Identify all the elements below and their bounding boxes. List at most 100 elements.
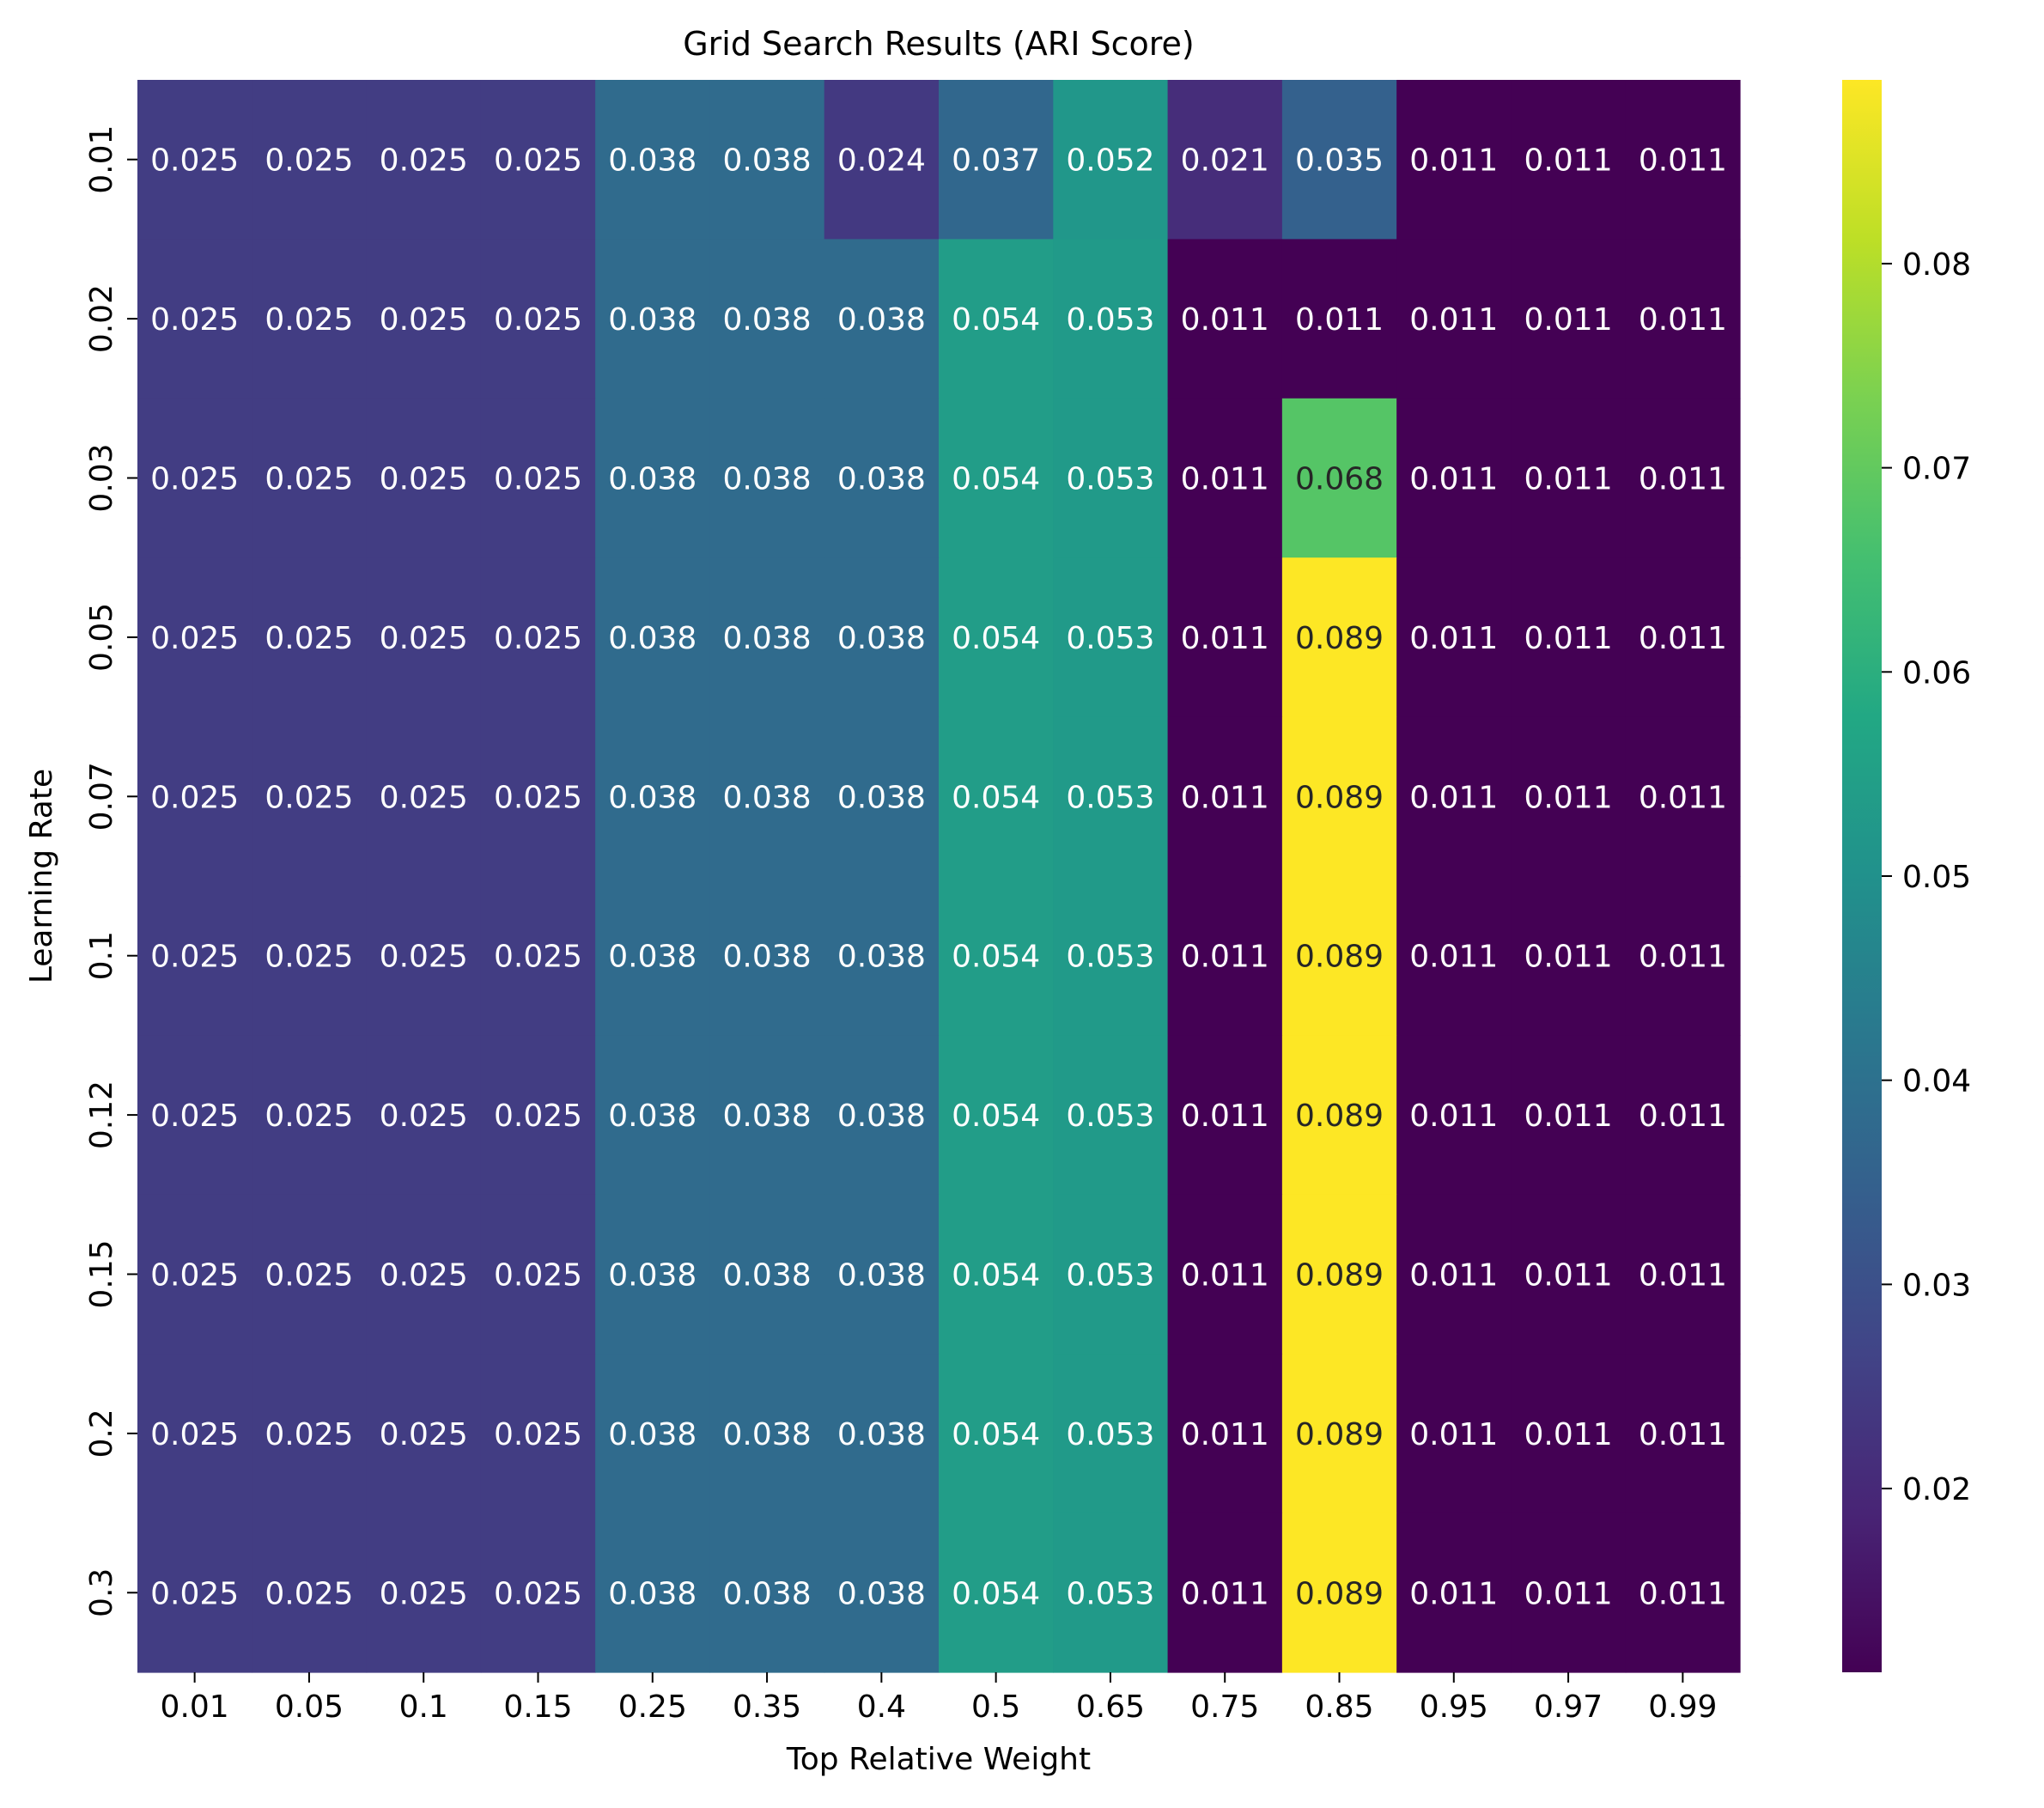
heatmap-cell bbox=[1396, 80, 1512, 240]
x-axis: 0.01 0.05 0.1 0.15 0.25 0.35 0.4 0.5 0.65 0.75 0.8… bbox=[161, 1672, 1717, 1725]
cell-value-label: 0.025 bbox=[380, 1099, 468, 1134]
cell-value-label: 0.054 bbox=[952, 1417, 1040, 1452]
cell-value-label: 0.038 bbox=[723, 1576, 812, 1611]
cell-value-label: 0.011 bbox=[1639, 621, 1727, 656]
cell-value-label: 0.025 bbox=[150, 462, 239, 497]
heatmap-cell bbox=[1281, 1513, 1397, 1673]
heatmap-cell bbox=[709, 1513, 825, 1673]
cell-value-label: 0.011 bbox=[1409, 1417, 1498, 1452]
cell-value-label: 0.011 bbox=[1524, 940, 1613, 975]
cell-value-label: 0.011 bbox=[1409, 462, 1498, 497]
colorbar bbox=[1842, 80, 1882, 1672]
y-tick-label: 0.05 bbox=[84, 603, 119, 672]
colorbar-tick-label: 0.03 bbox=[1902, 1268, 1971, 1303]
heatmap-cell bbox=[1053, 1513, 1169, 1673]
heatmap-cell bbox=[366, 1194, 482, 1354]
heatmap-cell bbox=[1511, 398, 1627, 558]
heatmap-cell bbox=[252, 876, 368, 1036]
heatmap-cell bbox=[1625, 876, 1741, 1036]
heatmap-cell bbox=[1511, 239, 1627, 399]
heatmap-cell bbox=[1396, 716, 1512, 877]
heatmap-cell bbox=[595, 1194, 711, 1354]
cell-value-label: 0.089 bbox=[1295, 1417, 1384, 1452]
heatmap-cell bbox=[939, 239, 1054, 399]
heatmap-cell bbox=[137, 1035, 252, 1196]
cell-value-label: 0.089 bbox=[1295, 780, 1384, 815]
cell-value-label: 0.038 bbox=[837, 780, 926, 815]
cell-value-label: 0.054 bbox=[952, 302, 1040, 338]
cell-value-label: 0.011 bbox=[1409, 621, 1498, 656]
heatmap-cell bbox=[1625, 1035, 1741, 1196]
heatmap-cell bbox=[137, 1354, 252, 1514]
cell-value-label: 0.021 bbox=[1181, 143, 1269, 179]
x-tick-label: 0.85 bbox=[1305, 1689, 1373, 1725]
cell-value-label: 0.025 bbox=[380, 780, 468, 815]
cell-value-label: 0.011 bbox=[1181, 940, 1269, 975]
heatmap-cell bbox=[1167, 239, 1283, 399]
heatmap-cell bbox=[824, 557, 940, 718]
cell-value-label: 0.038 bbox=[723, 621, 812, 656]
heatmap-cell bbox=[1167, 1354, 1283, 1514]
cell-value-label: 0.011 bbox=[1181, 1576, 1269, 1611]
heatmap-cell bbox=[824, 80, 940, 240]
heatmap-cell bbox=[366, 239, 482, 399]
heatmap-cell bbox=[1625, 239, 1741, 399]
cell-value-label: 0.011 bbox=[1181, 1099, 1269, 1134]
colorbar-tick-label: 0.04 bbox=[1902, 1064, 1971, 1099]
heatmap-cell bbox=[939, 876, 1054, 1036]
cell-value-label: 0.011 bbox=[1409, 1099, 1498, 1134]
cell-value-label: 0.053 bbox=[1066, 621, 1154, 656]
x-tick-label: 0.65 bbox=[1076, 1689, 1145, 1725]
heatmap-cell bbox=[595, 1354, 711, 1514]
cell-value-label: 0.038 bbox=[837, 1099, 926, 1134]
cell-value-label: 0.054 bbox=[952, 1576, 1040, 1611]
cell-value-label: 0.025 bbox=[494, 940, 582, 975]
heatmap-cell bbox=[709, 876, 825, 1036]
cell-value-label: 0.038 bbox=[608, 302, 697, 338]
cell-value-label: 0.053 bbox=[1066, 1576, 1154, 1611]
cell-value-label: 0.038 bbox=[608, 1099, 697, 1134]
cell-value-label: 0.025 bbox=[265, 1417, 353, 1452]
heatmap-cell bbox=[137, 876, 252, 1036]
heatmap-cell bbox=[595, 876, 711, 1036]
cell-value-label: 0.038 bbox=[608, 780, 697, 815]
heatmap-cell bbox=[137, 398, 252, 558]
y-tick-label: 0.02 bbox=[84, 284, 119, 353]
x-tick-label: 0.15 bbox=[503, 1689, 572, 1725]
cell-value-label: 0.025 bbox=[150, 1099, 239, 1134]
cell-value-label: 0.025 bbox=[150, 1417, 239, 1452]
heatmap-cell bbox=[480, 716, 596, 877]
heatmap-cell bbox=[1281, 1035, 1397, 1196]
heatmap-cell bbox=[1281, 80, 1397, 240]
heatmap-cell bbox=[595, 557, 711, 718]
cell-value-label: 0.025 bbox=[494, 780, 582, 815]
cell-value-label: 0.011 bbox=[1639, 143, 1727, 179]
cell-value-label: 0.011 bbox=[1639, 940, 1727, 975]
heatmap-cell bbox=[1511, 1513, 1627, 1673]
cell-value-label: 0.025 bbox=[380, 302, 468, 338]
cell-value-label: 0.038 bbox=[723, 1099, 812, 1134]
x-axis-label: Top Relative Weight bbox=[786, 1742, 1091, 1777]
cell-value-label: 0.011 bbox=[1524, 143, 1613, 179]
x-tick-label: 0.4 bbox=[857, 1689, 906, 1725]
colorbar-ticks: 0.02 0.03 0.04 0.05 0.06 0.07 0.08 bbox=[1882, 247, 1971, 1507]
cell-value-label: 0.011 bbox=[1181, 1258, 1269, 1294]
cell-value-label: 0.025 bbox=[380, 621, 468, 656]
heatmap-cell bbox=[939, 557, 1054, 718]
cell-value-label: 0.025 bbox=[265, 143, 353, 179]
cell-value-label: 0.011 bbox=[1639, 780, 1727, 815]
heatmap-cell bbox=[480, 1354, 596, 1514]
heatmap-cell bbox=[595, 1035, 711, 1196]
cell-value-label: 0.089 bbox=[1295, 1258, 1384, 1294]
cell-value-label: 0.052 bbox=[1066, 143, 1154, 179]
cell-value-label: 0.025 bbox=[494, 621, 582, 656]
x-tick-label: 0.97 bbox=[1534, 1689, 1603, 1725]
y-tick-label: 0.03 bbox=[84, 443, 119, 512]
heatmap-cell bbox=[709, 1035, 825, 1196]
colorbar-tick-label: 0.08 bbox=[1902, 247, 1971, 283]
x-tick-label: 0.01 bbox=[161, 1689, 229, 1725]
heatmap-cell bbox=[1281, 239, 1397, 399]
cell-value-label: 0.038 bbox=[837, 621, 926, 656]
